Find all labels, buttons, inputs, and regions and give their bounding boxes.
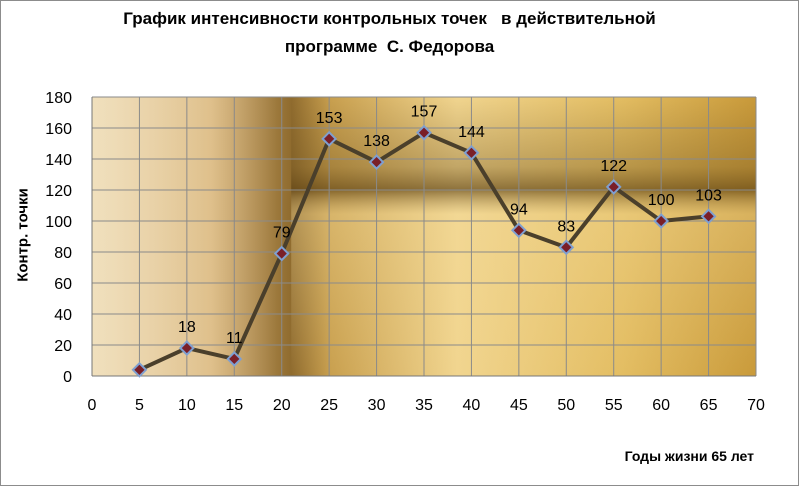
x-tick-label: 60 [652,397,670,414]
data-labels: 18 11 79 153 138 157 144 94 83 122 100 103 [178,104,722,347]
y-tick-label: 0 [63,369,72,386]
data-point-marker [700,208,717,225]
axes: 0 20 40 60 80 100 120 140 160 180 0 5 10 15 20 25 30 35 40… [45,90,765,414]
y-tick-label: 100 [45,214,72,231]
data-point-marker [368,154,385,171]
data-label: 100 [648,192,675,209]
x-tick-label: 5 [135,397,144,414]
data-series [131,124,717,378]
x-tick-label: 35 [415,397,433,414]
y-tick-label: 80 [54,245,72,262]
y-tick-label: 120 [45,183,72,200]
data-point-marker [178,340,195,357]
data-point-marker [558,239,575,256]
data-label: 83 [557,218,575,235]
data-point-marker [605,178,622,195]
x-axis-label: Годы жизни 65 лет [624,448,754,464]
x-tick-label: 15 [225,397,243,414]
x-tick-label: 55 [605,397,623,414]
data-point-marker [273,245,290,262]
y-tick-label: 20 [54,338,72,355]
data-label: 144 [458,124,485,141]
data-point-marker [416,124,432,141]
chart-title-line-2: программе С. Федорова [284,37,495,56]
data-point-marker [653,213,670,229]
data-label: 138 [363,133,390,150]
plot-fill-band [291,97,756,376]
data-label: 122 [600,158,627,175]
data-point-marker [510,222,527,239]
data-label: 157 [411,104,438,121]
x-tick-label: 10 [178,397,196,414]
data-point-marker [226,351,243,367]
data-point-marker [321,130,338,147]
x-tick-label: 30 [368,397,386,414]
data-label: 79 [273,225,291,242]
y-tick-label: 160 [45,121,72,138]
x-tick-label: 70 [747,397,765,414]
data-label: 18 [178,319,196,336]
data-label: 94 [510,201,528,218]
data-point-marker [131,361,148,378]
x-tick-label: 0 [88,397,97,414]
x-tick-label: 65 [700,397,718,414]
data-point-marker [463,144,480,161]
y-tick-label: 180 [45,90,72,107]
x-tick-label: 45 [510,397,528,414]
y-tick-label: 140 [45,152,72,169]
x-tick-label: 25 [320,397,338,414]
data-label: 153 [316,110,343,127]
x-tick-label: 20 [273,397,291,414]
y-tick-label: 40 [54,307,72,324]
chart-title-line-1: График интенсивности контрольных точек в… [123,9,656,28]
data-label: 103 [695,187,722,204]
y-tick-label: 60 [54,276,72,293]
data-label: 11 [226,330,243,347]
x-tick-label: 50 [557,397,575,414]
x-tick-label: 40 [463,397,481,414]
